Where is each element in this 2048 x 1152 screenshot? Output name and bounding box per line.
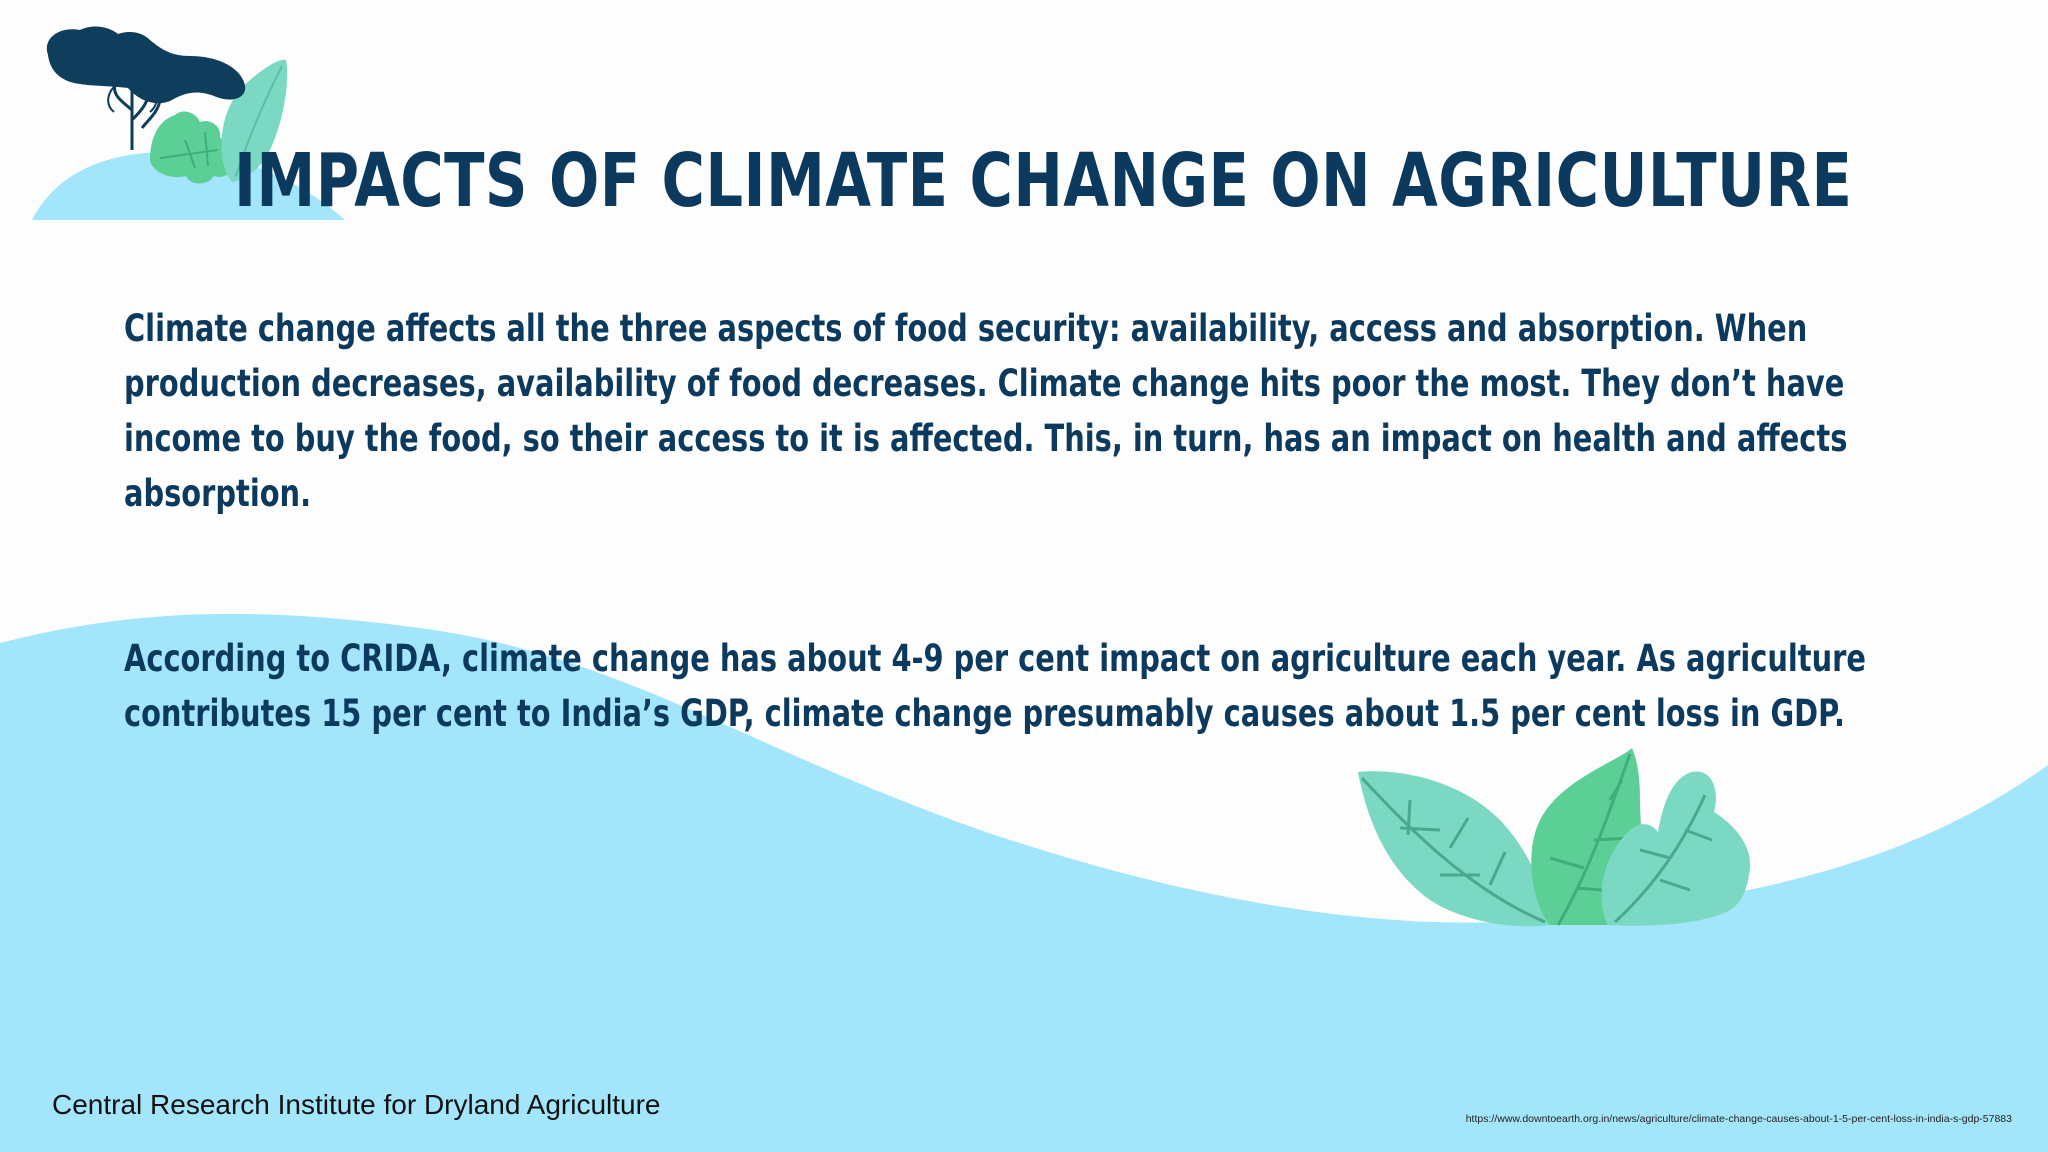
leaves-illustration <box>1358 748 1751 927</box>
organization-name: Central Research Institute for Dryland A… <box>52 1089 661 1120</box>
tree-illustration <box>32 26 345 220</box>
paragraph-food-security: Climate change affects all the three asp… <box>124 307 1848 515</box>
source-link[interactable]: https://www.downtoearth.org.in/news/agri… <box>1465 1113 2012 1125</box>
paragraph-crida-impact: According to CRIDA, climate change has a… <box>124 637 1866 735</box>
slide-title: IMPACTS OF CLIMATE CHANGE ON AGRICULTURE <box>234 138 1853 224</box>
